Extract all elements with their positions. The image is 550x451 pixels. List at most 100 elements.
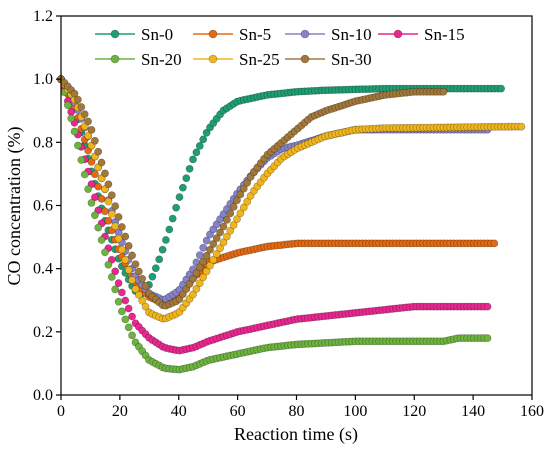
data-point: [87, 198, 96, 207]
data-point: [182, 174, 191, 183]
data-point: [192, 269, 201, 277]
legend-marker: [110, 29, 120, 39]
data-point: [219, 238, 228, 247]
data-point: [118, 245, 126, 254]
data-point: [67, 114, 76, 123]
data-point: [148, 272, 157, 281]
data-point: [233, 196, 241, 205]
data-point: [87, 125, 96, 134]
data-point: [111, 202, 120, 210]
data-point: [77, 103, 86, 111]
data-point: [185, 279, 194, 288]
data-point: [70, 127, 79, 136]
data-point: [101, 207, 109, 216]
data-point: [189, 274, 197, 283]
data-point: [212, 220, 221, 229]
data-point: [67, 108, 76, 116]
data-point: [107, 191, 116, 200]
data-point: [124, 265, 133, 274]
series-sn-25: [57, 75, 526, 323]
x-tick-label: 160: [520, 403, 544, 420]
data-point: [151, 264, 160, 273]
y-tick-label: 0.4: [33, 261, 53, 278]
data-point: [216, 228, 224, 237]
data-point: [121, 255, 130, 264]
data-point: [97, 194, 106, 203]
data-point: [111, 222, 120, 231]
data-point: [111, 285, 120, 294]
y-tick-label: 0.8: [33, 134, 53, 151]
data-point: [195, 141, 204, 150]
data-point: [206, 230, 214, 239]
data-point: [199, 135, 208, 144]
data-point: [104, 260, 113, 269]
data-point: [497, 84, 505, 93]
data-point: [222, 215, 231, 224]
data-point: [84, 131, 92, 140]
data-point: [172, 203, 180, 212]
legend: Sn-0 Sn-5 Sn-10 Sn-15 Sn-20 Sn-25 Sn-30: [95, 25, 465, 69]
x-tick-label: 100: [343, 403, 367, 420]
data-point: [202, 128, 211, 137]
data-point: [226, 226, 235, 235]
x-tick-label: 60: [230, 403, 246, 420]
data-point: [121, 296, 130, 305]
data-point: [199, 243, 208, 252]
data-point: [114, 213, 123, 221]
data-point: [202, 251, 211, 260]
data-point: [104, 180, 113, 189]
tick-labels: 0 20 40 60 80 100 120 140 160 0.0 0.2 0.4 0.6 0.8 1.0 1…: [33, 8, 544, 420]
data-point: [74, 95, 82, 104]
legend-marker: [110, 54, 120, 64]
legend-item-sn-15: Sn-15: [378, 25, 465, 44]
data-point: [118, 223, 126, 231]
data-point: [226, 209, 235, 218]
data-point: [114, 234, 123, 243]
data-point: [138, 274, 147, 283]
data-point: [168, 214, 177, 223]
x-tick-label: 40: [171, 403, 187, 420]
data-point: [219, 222, 228, 231]
data-point: [101, 169, 109, 178]
data-point: [84, 117, 92, 126]
data-point: [439, 87, 448, 96]
data-markers: [57, 75, 526, 374]
data-point: [121, 232, 130, 241]
data-point: [87, 157, 96, 166]
data-point: [239, 184, 248, 193]
data-point: [80, 170, 89, 179]
data-point: [70, 89, 79, 98]
data-point: [134, 290, 143, 299]
legend-item-sn-20: Sn-20: [95, 50, 182, 69]
y-tick-label: 0.0: [33, 387, 53, 404]
data-point: [199, 273, 208, 282]
y-axis-title: CO concentration (%): [4, 127, 25, 286]
data-point: [175, 193, 184, 201]
data-point: [94, 147, 103, 156]
data-point: [111, 267, 120, 276]
data-point: [195, 251, 204, 259]
data-point: [178, 290, 187, 298]
legend-item-sn-10: Sn-10: [285, 25, 372, 44]
data-point: [141, 302, 150, 311]
x-tick-label: 0: [57, 403, 65, 420]
data-point: [131, 285, 140, 293]
data-point: [121, 315, 130, 324]
data-point: [229, 202, 238, 211]
data-point: [483, 334, 492, 342]
data-point: [182, 285, 191, 293]
legend-label: Sn-25: [239, 50, 280, 69]
data-point: [195, 263, 204, 272]
data-point: [94, 182, 103, 191]
data-point: [202, 267, 211, 276]
data-point: [246, 172, 255, 181]
data-point: [165, 225, 174, 234]
data-point: [229, 221, 238, 229]
data-point: [91, 211, 99, 220]
legend-marker: [300, 54, 310, 64]
x-tick-label: 140: [461, 403, 485, 420]
legend-item-sn-30: Sn-30: [285, 50, 372, 69]
data-point: [94, 223, 103, 232]
data-point: [114, 297, 123, 306]
data-point: [233, 215, 241, 223]
